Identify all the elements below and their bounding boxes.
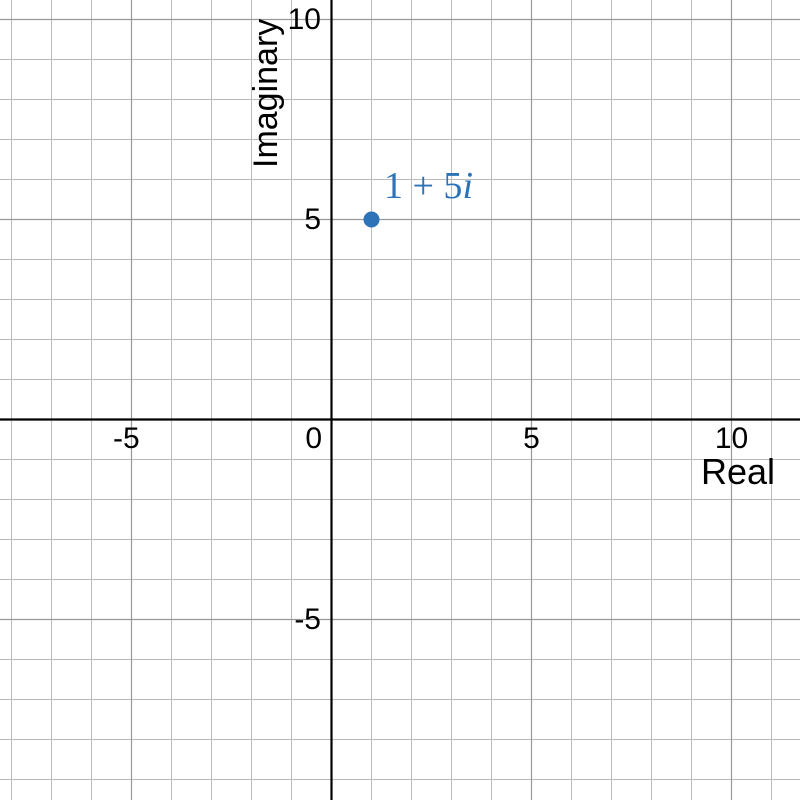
svg-text:5: 5 <box>304 203 321 236</box>
svg-text:-5: -5 <box>113 422 140 455</box>
svg-text:5: 5 <box>523 422 540 455</box>
svg-text:10: 10 <box>288 3 321 36</box>
svg-text:Imaginary: Imaginary <box>247 19 285 168</box>
svg-text:0: 0 <box>305 422 322 455</box>
svg-text:Real: Real <box>701 451 775 492</box>
svg-text:1 + 5i: 1 + 5i <box>384 165 473 207</box>
svg-text:-5: -5 <box>294 603 321 636</box>
